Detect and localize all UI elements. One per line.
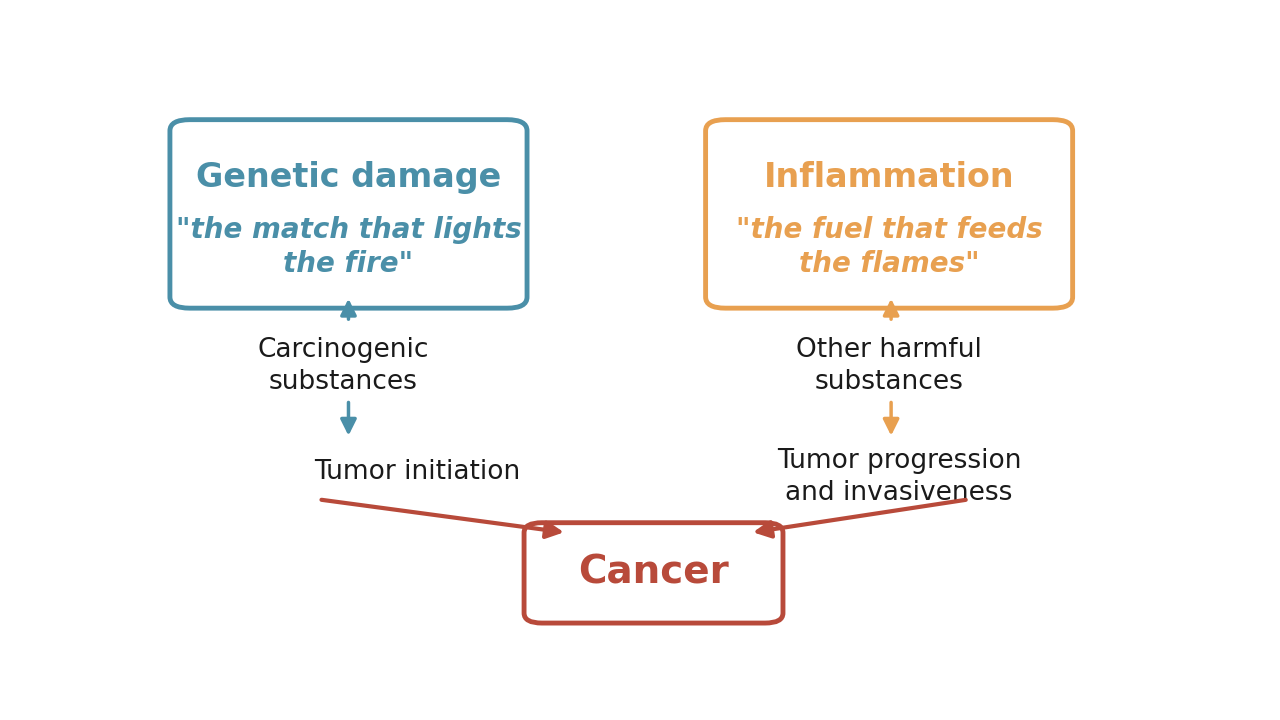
Text: Tumor progression
and invasiveness: Tumor progression and invasiveness <box>777 449 1021 506</box>
Text: "the fuel that feeds
the flames": "the fuel that feeds the flames" <box>736 216 1042 279</box>
Text: Cancer: Cancer <box>579 554 728 592</box>
Text: Carcinogenic
substances: Carcinogenic substances <box>257 338 429 395</box>
Text: Genetic damage: Genetic damage <box>196 161 500 194</box>
FancyBboxPatch shape <box>705 120 1073 308</box>
FancyBboxPatch shape <box>524 523 783 623</box>
Text: Other harmful
substances: Other harmful substances <box>796 338 982 395</box>
FancyBboxPatch shape <box>170 120 527 308</box>
Text: Inflammation: Inflammation <box>764 161 1015 194</box>
Text: Tumor initiation: Tumor initiation <box>314 459 520 485</box>
Text: "the match that lights
the fire": "the match that lights the fire" <box>175 216 521 279</box>
